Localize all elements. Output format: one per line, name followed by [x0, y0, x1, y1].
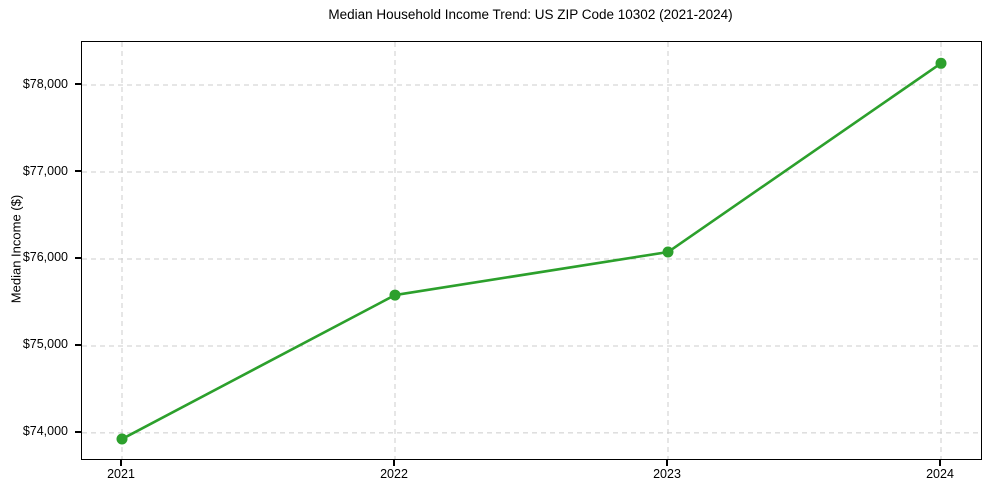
- x-tick-mark: [666, 459, 668, 466]
- data-point-marker: [662, 246, 674, 258]
- y-tick-mark: [75, 83, 81, 85]
- x-tick-label: 2023: [653, 467, 681, 481]
- line-chart: [82, 42, 981, 459]
- y-tick-label: $78,000: [22, 76, 68, 91]
- x-tick-mark: [393, 459, 395, 466]
- data-point-marker: [116, 433, 128, 445]
- y-tick-mark: [75, 257, 81, 259]
- y-tick-label: $74,000: [22, 424, 68, 439]
- x-tick-label: 2024: [926, 467, 954, 481]
- x-tick-mark: [120, 459, 122, 466]
- trend-line: [120, 62, 943, 441]
- x-tick-label: 2022: [380, 467, 408, 481]
- y-axis-label: Median Income ($): [8, 194, 24, 304]
- data-point-marker: [389, 289, 401, 301]
- data-point-marker: [935, 57, 947, 69]
- y-tick-label: $75,000: [22, 337, 68, 352]
- y-tick-label: $77,000: [22, 163, 68, 178]
- x-tick-label: 2021: [107, 467, 135, 481]
- chart-title: Median Household Income Trend: US ZIP Co…: [328, 7, 733, 22]
- x-tick-mark: [939, 459, 941, 466]
- y-tick-mark: [75, 431, 81, 433]
- y-tick-mark: [75, 170, 81, 172]
- plot-area: [81, 41, 982, 460]
- y-tick-mark: [75, 344, 81, 346]
- y-tick-label: $76,000: [22, 250, 68, 265]
